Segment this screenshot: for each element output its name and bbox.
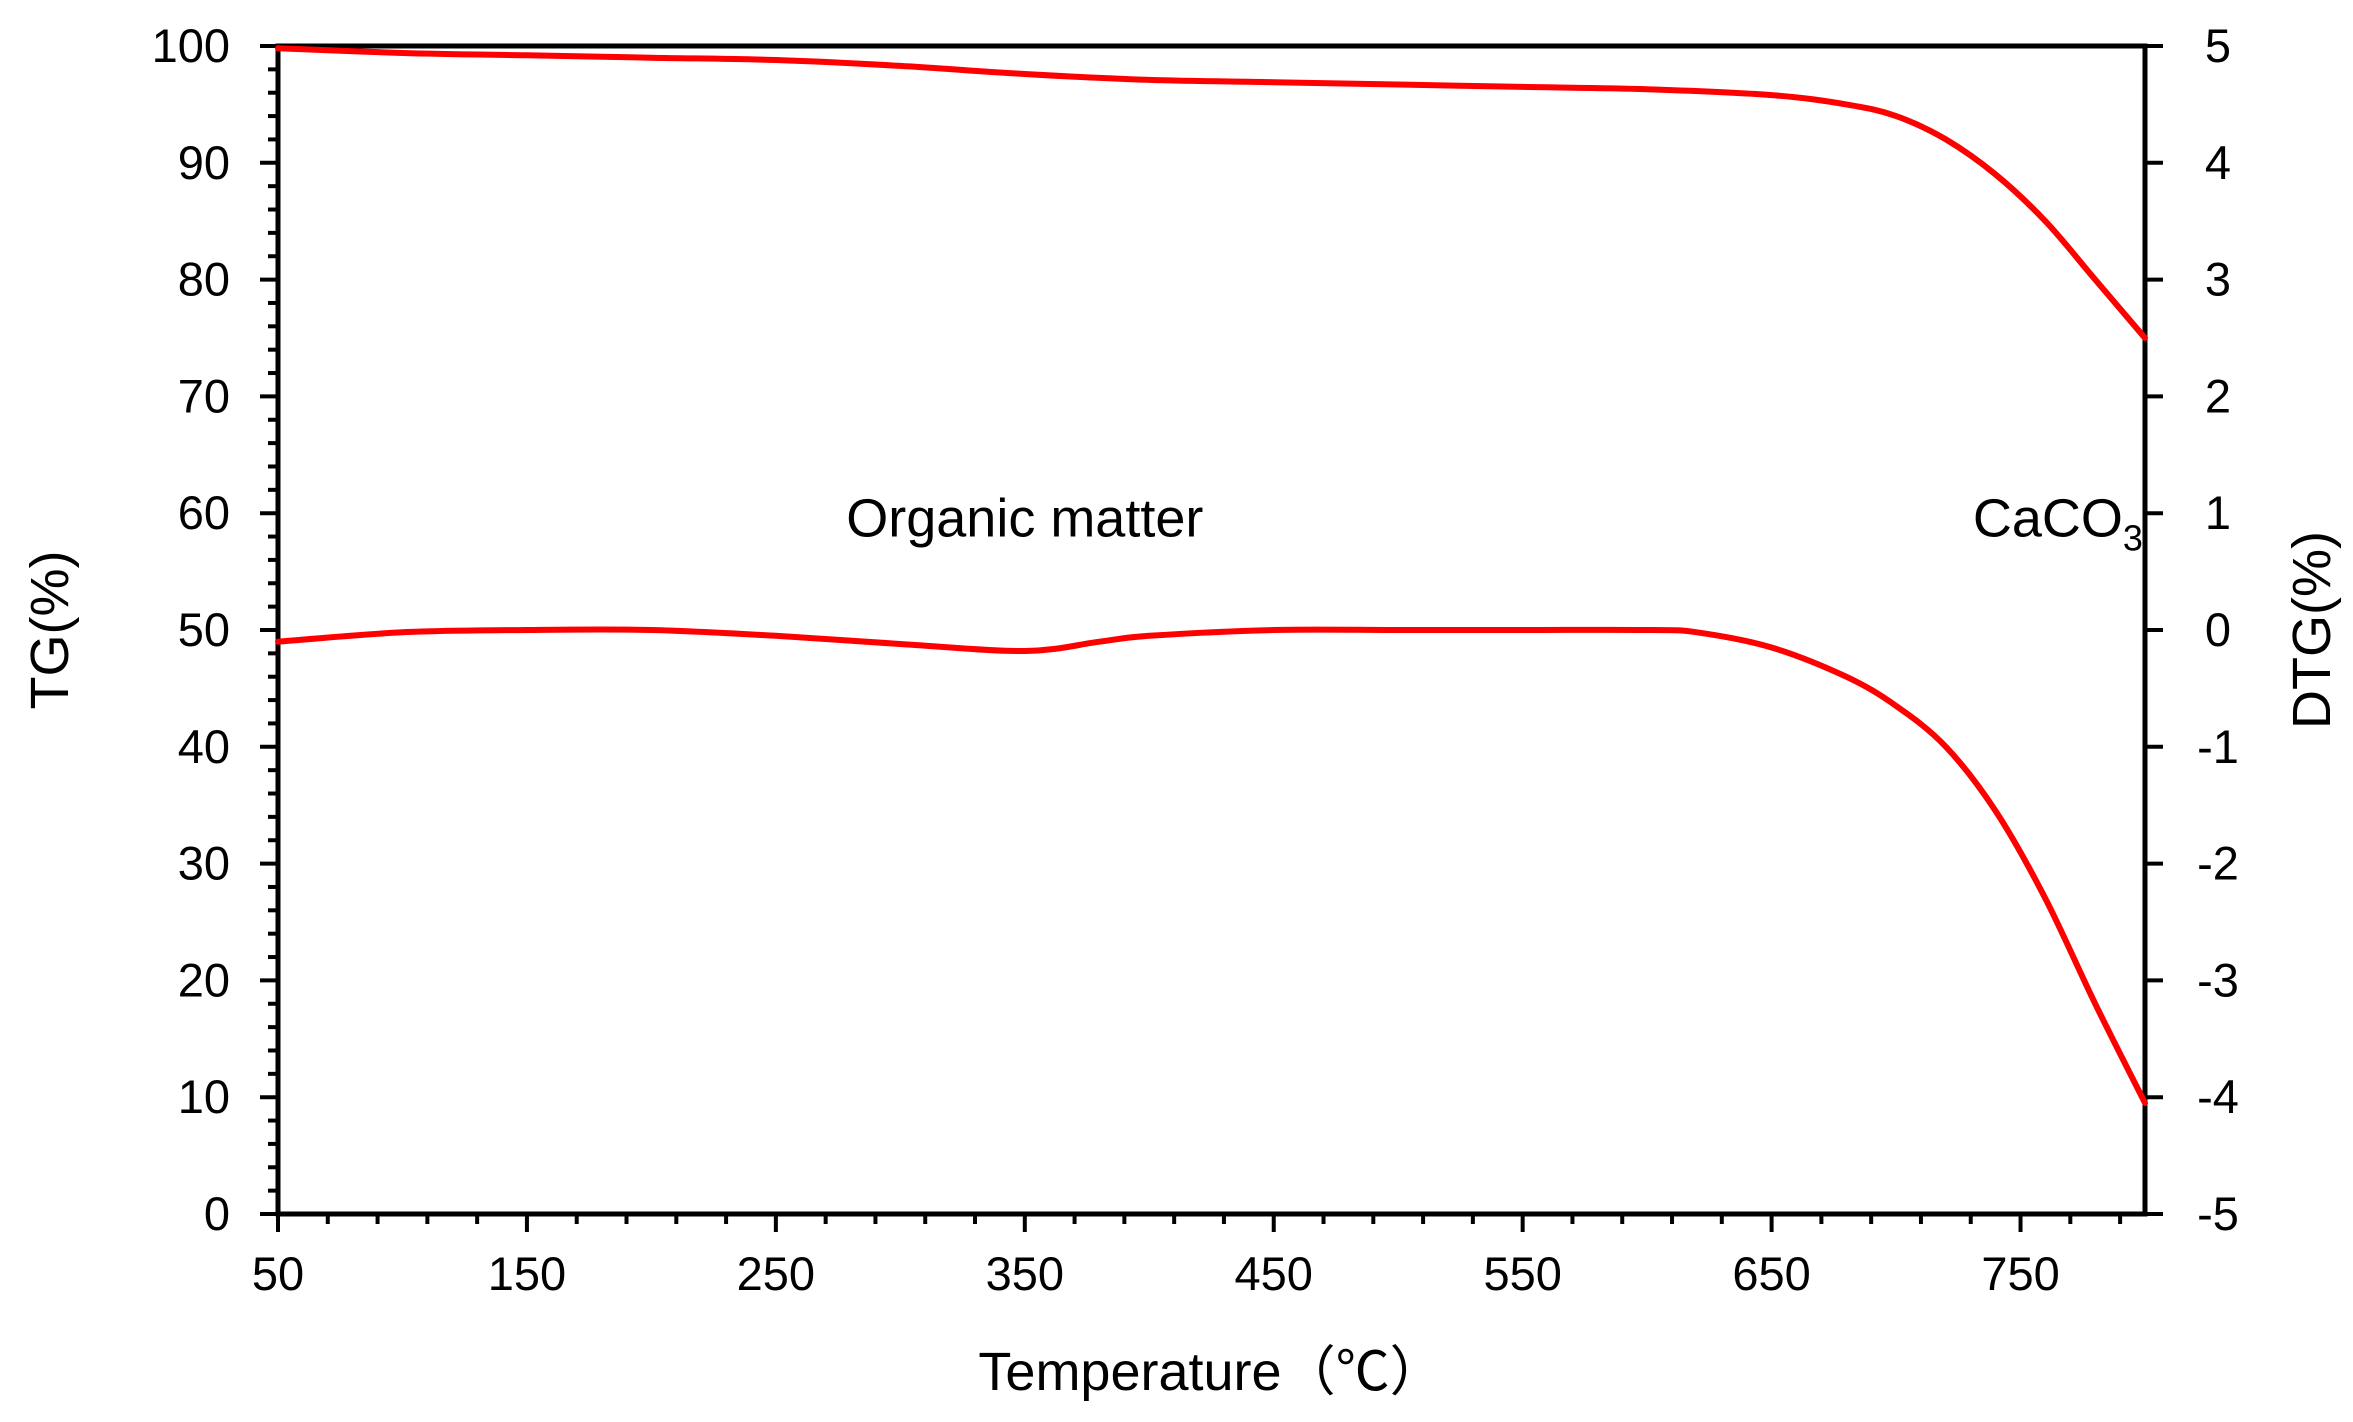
y-left-tick-label: 30 bbox=[178, 837, 230, 890]
y-left-tick-label: 40 bbox=[178, 720, 230, 773]
series-group bbox=[275, 45, 2148, 1106]
x-tick-label: 650 bbox=[1732, 1247, 1810, 1300]
y-left-tick-label: 70 bbox=[178, 369, 230, 422]
annotation-caco3-subscript: 3 bbox=[2123, 518, 2143, 559]
tg-series-line bbox=[275, 45, 2148, 341]
annotation-caco3-main: CaCO bbox=[1973, 489, 2123, 549]
x-axis-title: Temperature（℃） bbox=[978, 1342, 1443, 1402]
x-tick-label: 350 bbox=[986, 1247, 1064, 1300]
y-right-tick-label: 5 bbox=[2205, 19, 2231, 72]
y-left-tick-label: 20 bbox=[178, 953, 230, 1006]
annotation-caco3: CaCO3 bbox=[1973, 489, 2143, 559]
x-tick-label: 450 bbox=[1235, 1247, 1313, 1300]
y-left-tick-label: 10 bbox=[178, 1070, 230, 1123]
x-tick-label: 550 bbox=[1483, 1247, 1561, 1300]
y-right-tick-label: -2 bbox=[2197, 837, 2239, 890]
tick-labels: 50 150 250 350 450 550 650 75001020304050607080… bbox=[152, 19, 2239, 1300]
y-left-tick-label: 0 bbox=[204, 1187, 230, 1240]
x-tick-label: 50 bbox=[252, 1247, 304, 1300]
y-right-tick-label: 4 bbox=[2205, 136, 2231, 189]
y-left-axis-title: TG(%) bbox=[20, 551, 80, 710]
y-left-tick-label: 50 bbox=[178, 603, 230, 656]
y-right-tick-label: -4 bbox=[2197, 1070, 2239, 1123]
y-right-tick-label: -1 bbox=[2197, 720, 2239, 773]
y-left-tick-label: 90 bbox=[178, 136, 230, 189]
dtg-series-line bbox=[275, 626, 2148, 1106]
y-right-tick-label: 0 bbox=[2205, 603, 2231, 656]
axis-ticks bbox=[260, 44, 2163, 1232]
y-left-tick-label: 80 bbox=[178, 253, 230, 306]
y-right-tick-label: 1 bbox=[2205, 486, 2231, 539]
x-tick-label: 250 bbox=[737, 1247, 815, 1300]
y-right-tick-label: 2 bbox=[2205, 369, 2231, 422]
y-right-tick-label: -3 bbox=[2197, 953, 2239, 1006]
y-right-axis-title: DTG(%) bbox=[2282, 531, 2342, 729]
y-right-tick-label: 3 bbox=[2205, 253, 2231, 306]
y-left-tick-label: 60 bbox=[178, 486, 230, 539]
x-tick-label: 750 bbox=[1981, 1247, 2059, 1300]
y-right-tick-label: -5 bbox=[2197, 1187, 2239, 1240]
x-tick-label: 150 bbox=[488, 1247, 566, 1300]
annotation-organic-matter: Organic matter bbox=[846, 489, 1203, 549]
y-left-tick-label: 100 bbox=[152, 19, 230, 72]
